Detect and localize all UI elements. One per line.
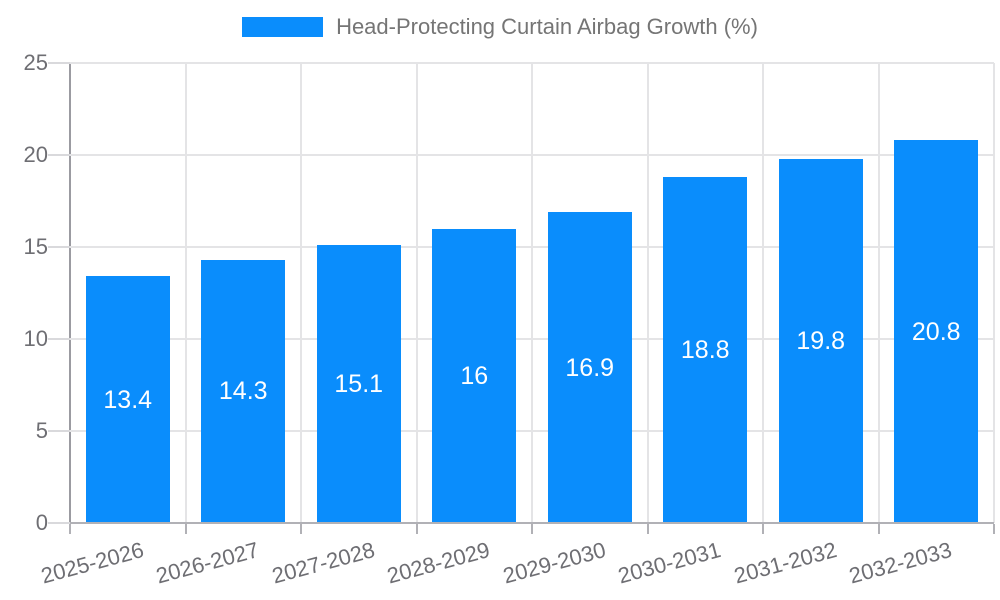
bar [316,245,401,523]
y-tick-label: 10 [23,326,48,351]
bar [663,177,748,523]
bar [894,140,979,523]
x-gridline [531,63,533,523]
x-gridline [877,63,880,523]
y-tick-mark [48,338,70,340]
chart-legend: Head-Protecting Curtain Airbag Growth (%… [0,14,1000,40]
legend-swatch [242,17,324,37]
x-tick-mark [762,524,764,534]
bar-value-label: 16.9 [565,353,615,382]
x-gridline [762,63,764,523]
x-tick-label: 2025-2026 [37,537,146,589]
bar [547,212,632,523]
y-tick-mark [48,154,70,156]
y-tick-mark [48,430,70,432]
y-tick-label: 20 [23,142,48,167]
x-gridline [184,63,187,523]
x-tick-mark [877,524,880,534]
plot-area: 13.4 14.3 15.1 16 16.9 18.8 19.8 20.8 [70,62,995,523]
x-tick-label: 2027-2028 [268,537,377,589]
y-tick-mark [48,522,70,524]
x-gridline [300,63,302,523]
x-tick-label: 2030-2031 [615,537,724,589]
x-gridline [415,63,418,523]
x-tick-label: 2031-2032 [730,537,839,589]
x-tick-label: 2026-2027 [153,537,262,589]
x-tick-label: 2029-2030 [499,537,608,589]
y-axis-line [69,63,71,523]
bar-value-label: 15.1 [334,370,384,399]
bar-value-label: 13.4 [103,385,153,414]
x-tick-mark [415,524,418,534]
y-tick-label: 5 [35,418,48,443]
bar-value-label: 20.8 [911,317,961,346]
y-tick-mark [48,246,70,248]
x-tick-mark [993,524,995,534]
bar [201,259,286,523]
x-axis-line [48,522,994,524]
bar [85,276,170,523]
x-gridline [646,63,649,523]
x-tick-mark [300,524,302,534]
x-gridline [993,63,995,523]
bar-value-label: 18.8 [680,336,730,365]
bar-value-label: 14.3 [218,377,268,406]
x-tick-mark [184,524,187,534]
x-tick-mark [531,524,533,534]
bar [432,228,517,523]
x-tick-mark [646,524,649,534]
y-tick-label: 25 [23,50,48,75]
x-tick-label: 2032-2033 [846,537,955,589]
x-tick-label: 2028-2029 [384,537,493,589]
y-tick-mark [48,62,70,64]
y-tick-label: 15 [23,234,48,259]
x-tick-mark [69,524,71,534]
legend-label: Head-Protecting Curtain Airbag Growth (%… [336,14,758,39]
bar [778,158,863,523]
y-tick-label: 0 [35,510,48,535]
bar-value-label: 16 [460,361,489,390]
bar-value-label: 19.8 [796,326,846,355]
